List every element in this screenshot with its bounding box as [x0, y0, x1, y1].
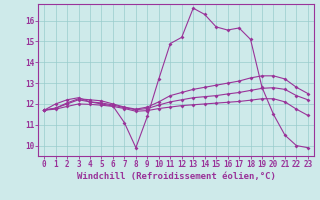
X-axis label: Windchill (Refroidissement éolien,°C): Windchill (Refroidissement éolien,°C) — [76, 172, 276, 181]
